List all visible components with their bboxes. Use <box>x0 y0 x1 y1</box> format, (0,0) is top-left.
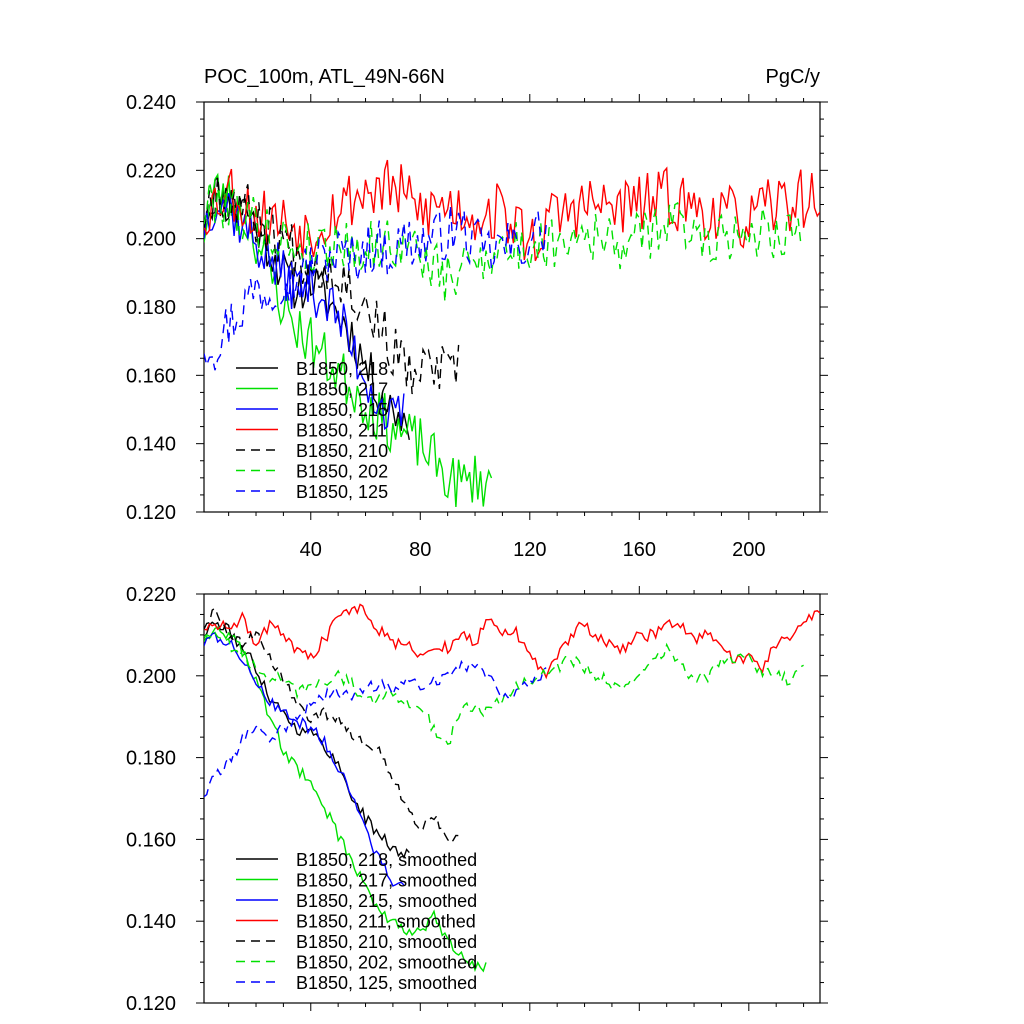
legend-label: B1850, 125 <box>296 482 388 502</box>
series-line <box>204 659 547 798</box>
y-tick-label: 0.180 <box>126 297 176 319</box>
legend-label: B1850, 211 <box>296 421 387 441</box>
y-tick-label: 0.120 <box>126 993 176 1015</box>
bottom-panel: 0.120 0.140 0.160 0.180 0.200 0.220 B1850, 218… <box>126 584 828 1015</box>
top-panel: 40 80 120 160 200 0.120 0.140 0.160 0.180 0.200 0.… <box>126 92 828 561</box>
y-tick-label: 0.200 <box>126 666 176 688</box>
y-tick-label: 0.160 <box>126 829 176 851</box>
series-group <box>204 603 820 973</box>
x-tick-label: 40 <box>300 539 322 561</box>
legend-label: B1850, 217 <box>296 380 388 400</box>
y-tick-label: 0.200 <box>126 229 176 251</box>
x-tick-label: 160 <box>623 539 656 561</box>
legend-label: B1850, 218 <box>296 359 388 379</box>
y-tick-label: 0.140 <box>126 911 176 933</box>
series-line <box>204 603 820 680</box>
chart-units: PgC/y <box>766 66 820 88</box>
series-line <box>204 176 460 395</box>
legend-label: B1850, 218, smoothed <box>296 850 477 870</box>
legend-label: B1850, 125, smoothed <box>296 973 477 993</box>
series-line <box>204 193 405 431</box>
x-tick-label: 200 <box>732 539 765 561</box>
y-tick-label: 0.220 <box>126 160 176 182</box>
legend-label: B1850, 210, smoothed <box>296 932 477 952</box>
legend-label: B1850, 211, smoothed <box>296 912 476 932</box>
y-tick-label: 0.140 <box>126 434 176 456</box>
x-tick-label: 120 <box>513 539 546 561</box>
y-tick-label: 0.160 <box>126 365 176 387</box>
chart-title: POC_100m, ATL_49N-66N <box>204 66 445 88</box>
series-line <box>204 205 547 371</box>
legend-label: B1850, 217, smoothed <box>296 871 477 891</box>
legend-label: B1850, 202, smoothed <box>296 953 477 973</box>
legend-label: B1850, 202 <box>296 462 388 482</box>
x-tick-label: 80 <box>409 539 431 561</box>
y-tick-label: 0.220 <box>126 584 176 606</box>
legend-label: B1850, 215, smoothed <box>296 891 477 911</box>
series-group <box>204 159 820 508</box>
y-tick-label: 0.120 <box>126 502 176 524</box>
series-line <box>204 621 410 859</box>
series-line <box>204 606 459 845</box>
legend-label: B1850, 210 <box>296 441 388 461</box>
y-tick-label: 0.240 <box>126 92 176 114</box>
y-tick-label: 0.180 <box>126 748 176 770</box>
legend-label: B1850, 215 <box>296 400 388 420</box>
series-line <box>204 631 804 746</box>
series-line <box>204 631 405 887</box>
